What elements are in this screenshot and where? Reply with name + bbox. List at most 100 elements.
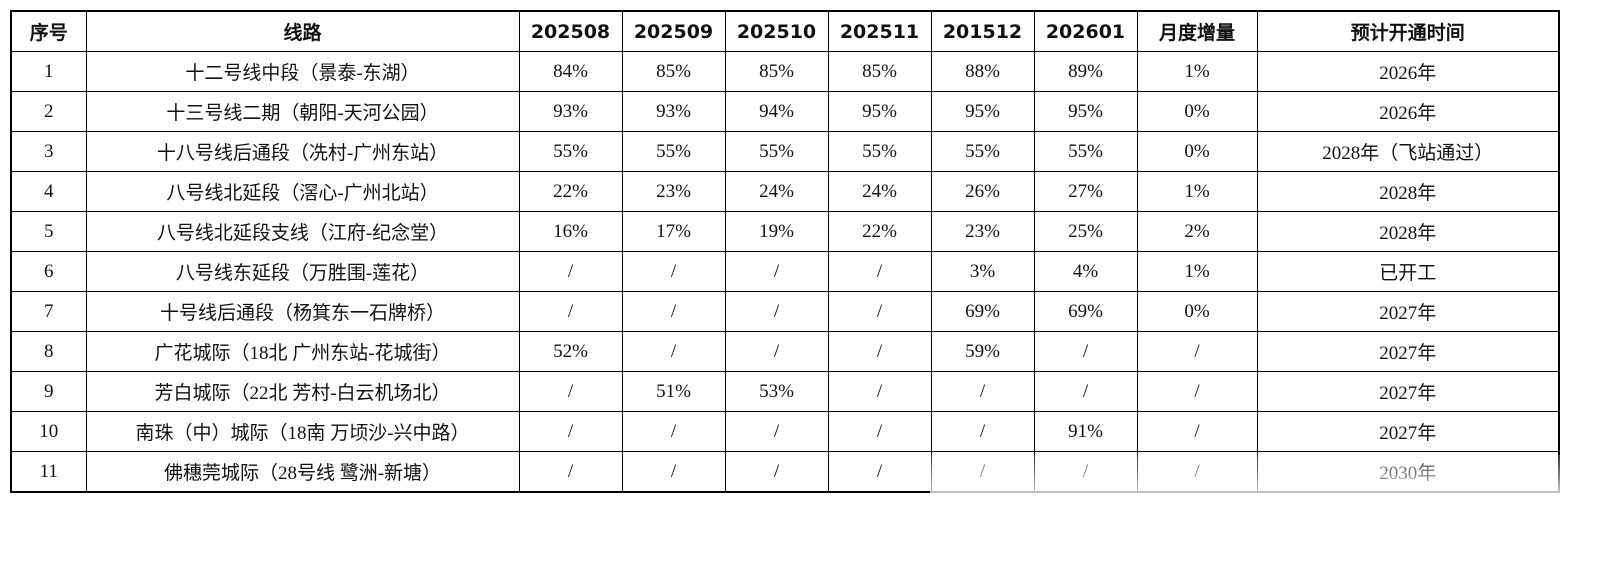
table-cell: 24% <box>724 171 829 212</box>
table-cell: / <box>518 411 623 452</box>
table-cell: / <box>827 371 932 412</box>
table-cell: 1% <box>1136 251 1258 292</box>
table-row: 7 十号线后通段（杨箕东一石牌桥） / / //69% 69% 0% 2027年 <box>10 291 1560 332</box>
table-cell: 85% <box>827 51 932 92</box>
table-cell: 22% <box>518 171 623 212</box>
table-row: 4 八号线北延段（滘心-广州北站） 22% 23% 24% 24% 26% 27% 1% 2028… <box>10 171 1560 212</box>
table-cell: 93% <box>621 91 726 132</box>
header-cell: 月度增量 <box>1136 10 1258 52</box>
table-cell: 3 <box>10 131 87 172</box>
table-cell: 2028年（飞站通过） <box>1256 131 1560 172</box>
table-body: 1 十二号线中段（景泰-东湖） 84% 85% 85% 85% 88% 89% 1% 2026年 2… <box>10 51 1560 493</box>
table-cell: 9 <box>10 371 87 412</box>
table-cell: 十三号线二期（朝阳-天河公园） <box>85 91 520 132</box>
table-cell: 69% <box>930 291 1035 332</box>
table-row: 2 十三号线二期（朝阳-天河公园） 93% 93% 94% 95% 95% 95% 0% 2026… <box>10 91 1560 132</box>
table-cell: / <box>724 451 829 493</box>
table-cell: 7 <box>10 291 87 332</box>
table-cell: 52% <box>518 331 623 372</box>
table-cell: 佛穗莞城际（28号线 鹭洲-新塘） <box>85 451 520 493</box>
table-cell: 八号线北延段（滘心-广州北站） <box>85 171 520 212</box>
table-cell: 8 <box>10 331 87 372</box>
table-cell: 1 <box>10 51 87 92</box>
table-cell: 69% <box>1033 291 1138 332</box>
table-cell: / <box>827 411 932 452</box>
table-cell: 已开工 <box>1256 251 1560 292</box>
table-cell: 0% <box>1136 91 1258 132</box>
table-cell: 南珠（中）城际（18南 万顷沙-兴中路） <box>85 411 520 452</box>
table-cell: / <box>518 291 623 332</box>
table-cell: 广花城际（18北 广州东站-花城街） <box>85 331 520 372</box>
table-cell: 2026年 <box>1256 91 1560 132</box>
table-cell: 2026年 <box>1256 51 1560 92</box>
table-cell: / <box>621 331 726 372</box>
table-row: 3 十八号线后通段（冼村-广州东站） 55% 55% 55% 55% 55% 55% 0% 202… <box>10 131 1560 172</box>
header-cell: 202511 <box>827 10 932 52</box>
table-cell: 59% <box>930 331 1035 372</box>
table-cell: / <box>724 411 829 452</box>
table-cell: 95% <box>930 91 1035 132</box>
table-cell: 2028年 <box>1256 211 1560 252</box>
table-cell: 4% <box>1033 251 1138 292</box>
table-cell: 0% <box>1136 291 1258 332</box>
table-cell: / <box>827 331 932 372</box>
table-cell: / <box>930 371 1035 412</box>
table-cell: 芳白城际（22北 芳村-白云机场北） <box>85 371 520 412</box>
table-cell: / <box>518 451 623 493</box>
table-cell: 2027年 <box>1256 411 1560 452</box>
table-cell: 24% <box>827 171 932 212</box>
table-cell: 27% <box>1033 171 1138 212</box>
table-cell: 10 <box>10 411 87 452</box>
table-cell: 55% <box>724 131 829 172</box>
table-cell: 2 <box>10 91 87 132</box>
table-cell: 1% <box>1136 171 1258 212</box>
header-row: 序号 线路 202508 202509 202510 202511 201512 202601… <box>10 10 1560 52</box>
table-cell: 1% <box>1136 51 1258 92</box>
table-cell: / <box>724 331 829 372</box>
table-cell: / <box>827 291 932 332</box>
table-cell: / <box>1136 371 1258 412</box>
table-cell: / <box>1033 331 1138 372</box>
table-cell: 11 <box>10 451 87 493</box>
table-cell: 十八号线后通段（冼村-广州东站） <box>85 131 520 172</box>
table-cell: / <box>621 251 726 292</box>
watermark-fade <box>930 455 1601 567</box>
table-cell: 6 <box>10 251 87 292</box>
table-cell: / <box>621 411 726 452</box>
table-cell: 55% <box>621 131 726 172</box>
header-cell: 201512 <box>930 10 1035 52</box>
table-cell: / <box>518 371 623 412</box>
table-cell: 0% <box>1136 131 1258 172</box>
progress-table: 序号 线路 202508 202509 202510 202511 201512 202601… <box>10 10 1560 493</box>
table-cell: 55% <box>518 131 623 172</box>
table-cell: 2028年 <box>1256 171 1560 212</box>
table-row: 8 广花城际（18北 广州东站-花城街） 52% / //59% //2027年 <box>10 331 1560 372</box>
table-cell: 2027年 <box>1256 371 1560 412</box>
header-cell: 序号 <box>10 10 87 52</box>
table-cell: 94% <box>724 91 829 132</box>
table-cell: 55% <box>1033 131 1138 172</box>
table-cell: 16% <box>518 211 623 252</box>
table-cell: 53% <box>724 371 829 412</box>
table-cell: 95% <box>1033 91 1138 132</box>
table-cell: 2027年 <box>1256 331 1560 372</box>
table-cell: / <box>1136 411 1258 452</box>
table-cell: 22% <box>827 211 932 252</box>
table-cell: 55% <box>827 131 932 172</box>
table-cell: / <box>827 251 932 292</box>
table-row: 1 十二号线中段（景泰-东湖） 84% 85% 85% 85% 88% 89% 1% 2026年 <box>10 51 1560 92</box>
header-cell: 202510 <box>724 10 829 52</box>
table-cell: 26% <box>930 171 1035 212</box>
table-cell: 十二号线中段（景泰-东湖） <box>85 51 520 92</box>
header-cell: 202508 <box>518 10 623 52</box>
table-cell: 88% <box>930 51 1035 92</box>
table-cell: 93% <box>518 91 623 132</box>
table-cell: 5 <box>10 211 87 252</box>
header-cell: 线路 <box>85 10 520 52</box>
table-row: 6 八号线东延段（万胜围-莲花） / / //3% 4% 1% 已开工 <box>10 251 1560 292</box>
table-cell: 51% <box>621 371 726 412</box>
header-cell: 预计开通时间 <box>1256 10 1560 52</box>
table-cell: 4 <box>10 171 87 212</box>
table-cell: 八号线北延段支线（江府-纪念堂） <box>85 211 520 252</box>
